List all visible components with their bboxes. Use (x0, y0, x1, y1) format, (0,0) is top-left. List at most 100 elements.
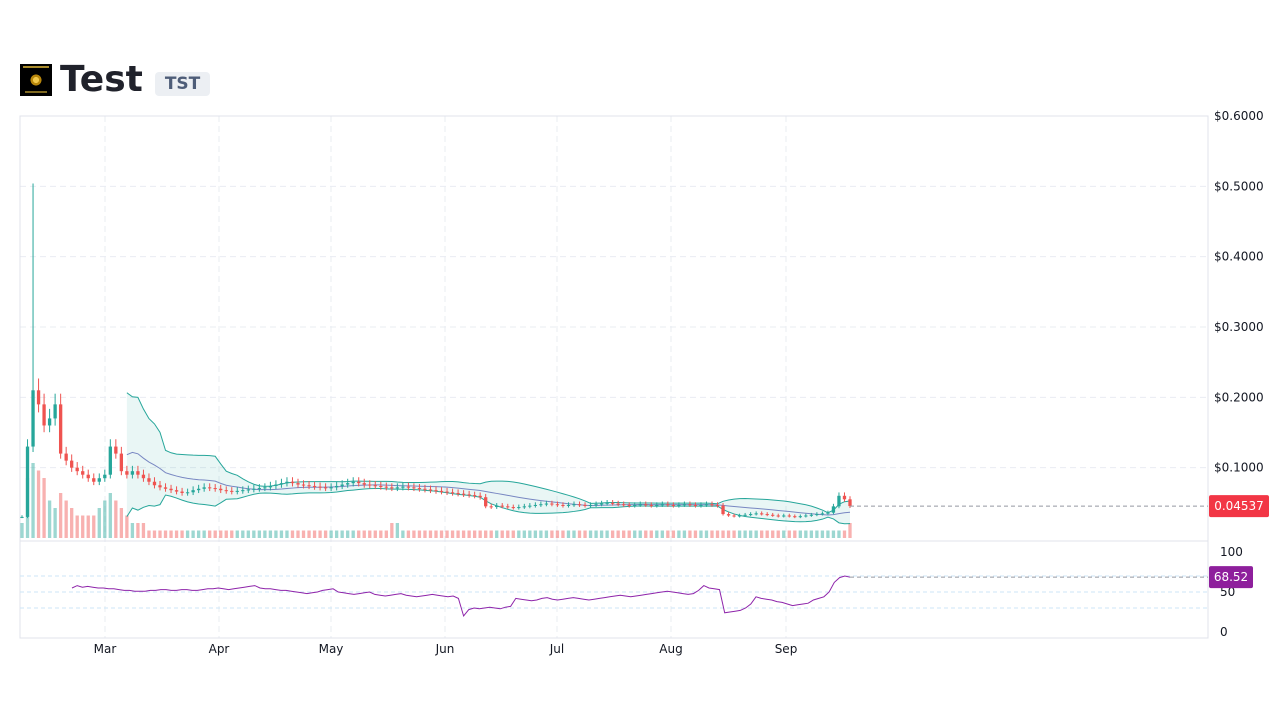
candle-body (484, 497, 488, 507)
volume-bar (141, 523, 146, 538)
volume-bar (588, 530, 593, 538)
candle-body (257, 488, 262, 490)
volume-bar (688, 530, 692, 538)
volume-bar (627, 530, 631, 538)
volume-bar (754, 530, 758, 538)
volume-bar (605, 530, 609, 538)
candle-body (566, 504, 571, 506)
last-price-label: 0.04537 (1214, 499, 1264, 513)
volume-bar (81, 515, 85, 538)
chart-grid (20, 115, 1208, 638)
volume-bar (566, 530, 571, 538)
candle-body (699, 504, 703, 506)
candle-body (36, 390, 41, 405)
volume-bar (715, 530, 720, 538)
page-title: Test (60, 59, 143, 100)
volume-bar (787, 530, 791, 538)
volume-bar (75, 515, 79, 538)
candle-body (721, 505, 725, 515)
volume-bar (555, 530, 560, 538)
candle-body (776, 515, 780, 517)
volume-bar (445, 530, 449, 538)
volume-bar (312, 530, 317, 538)
candle-body (787, 515, 791, 517)
candle-body (533, 504, 538, 506)
rsi-panel (20, 575, 1208, 618)
volume-bar (826, 530, 830, 538)
candle-body (208, 487, 212, 489)
volume-bar (53, 508, 57, 538)
volume-bar (268, 530, 273, 538)
volume-bar (169, 530, 173, 538)
candle-body (638, 504, 642, 506)
candle-body (677, 504, 681, 506)
candle-body (323, 487, 328, 489)
candle-body (826, 512, 830, 514)
volume-bar (351, 530, 355, 538)
volume-bar (290, 530, 295, 538)
candle-body (130, 471, 135, 475)
volume-bar (622, 530, 626, 538)
volume-bar (241, 530, 245, 538)
candle-body (180, 491, 184, 493)
volume-bar (506, 530, 510, 538)
volume-bar (301, 530, 306, 538)
candle-body (230, 490, 234, 492)
volume-bar (610, 530, 615, 538)
chart-frame (19, 115, 1209, 639)
time-tick-label: May (319, 642, 344, 656)
volume-bar (417, 530, 422, 538)
candle-body (848, 499, 852, 507)
volume-bar (737, 530, 742, 538)
volume-bar (671, 530, 676, 538)
candle-body (450, 492, 455, 494)
candle-body (748, 514, 753, 516)
candle-body (103, 474, 107, 479)
volume-bar (196, 530, 201, 538)
rsi-last-badge (1209, 566, 1253, 589)
rsi-last-label: 68.52 (1214, 570, 1248, 584)
candle-body (671, 504, 676, 506)
candle-body (489, 506, 493, 508)
volume-bar (152, 530, 157, 538)
volume-bar (644, 530, 648, 538)
candle-body (312, 485, 317, 487)
candle-body (368, 484, 372, 486)
candle-body (219, 488, 223, 491)
candle-body (539, 504, 543, 506)
volume-bar (798, 530, 802, 538)
candle-body (555, 504, 560, 506)
volume-bar (544, 530, 549, 538)
candle-body (842, 495, 847, 500)
volume-bar (202, 530, 206, 538)
volume-bar (809, 530, 814, 538)
volume-bar (815, 530, 819, 538)
candle-body (25, 446, 30, 517)
volume-bar (274, 530, 278, 538)
candle-body (743, 514, 747, 516)
candlesticks (20, 183, 852, 519)
volume-bar (649, 530, 653, 538)
volume-bar (776, 530, 780, 538)
candle-body (53, 404, 57, 419)
candle-body (666, 504, 670, 506)
candle-body (373, 485, 377, 487)
candle-body (58, 404, 63, 454)
volume-bar (439, 530, 444, 538)
volume-bar (710, 530, 714, 538)
candle-body (147, 478, 151, 482)
volume-bar (180, 530, 184, 538)
volume-bar (130, 523, 135, 538)
volume-bar (263, 530, 267, 538)
candle-body (815, 514, 819, 516)
candle-body (544, 503, 549, 505)
candle-body (263, 487, 267, 489)
candle-body (605, 502, 609, 504)
volume-bar (31, 463, 35, 538)
volume-bar (323, 530, 328, 538)
volume-bar (489, 530, 493, 538)
candle-body (158, 485, 162, 488)
candle-body (726, 514, 731, 516)
candle-body (693, 504, 698, 506)
